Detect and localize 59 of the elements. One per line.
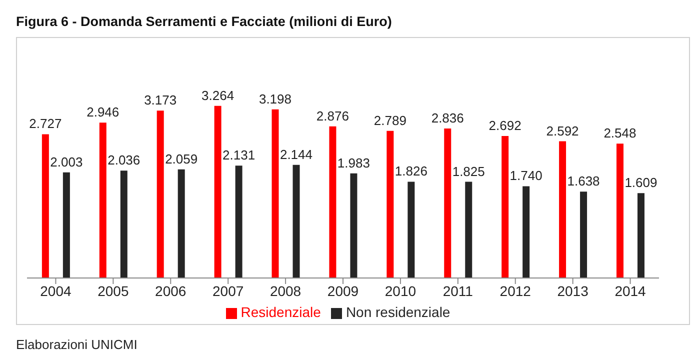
- data-label: 2.144: [280, 146, 313, 162]
- x-tick-label: 2014: [614, 282, 646, 299]
- bar: [99, 122, 106, 278]
- data-label: 2.876: [316, 108, 349, 124]
- bar: [292, 164, 300, 278]
- bar: [214, 106, 222, 278]
- data-label: 2.003: [50, 154, 83, 170]
- bar: [178, 169, 185, 278]
- data-label: 2.059: [165, 151, 198, 166]
- bar: [329, 126, 336, 278]
- data-label: 3.264: [202, 88, 234, 103]
- text: Elaborazioni UNICMI: [16, 337, 138, 352]
- bar: [616, 144, 624, 278]
- bar: [42, 134, 49, 278]
- bar: [62, 172, 70, 278]
- bar: [465, 182, 472, 278]
- data-label: 2.836: [431, 110, 464, 126]
- data-label: 2.727: [29, 116, 62, 132]
- data-label: 2.789: [374, 112, 406, 128]
- bar: [580, 192, 588, 278]
- data-label: 2.692: [488, 118, 522, 134]
- bar: [502, 136, 509, 278]
- data-label: 1.826: [394, 164, 428, 179]
- data-label: 1.825: [452, 164, 485, 179]
- chart-title: Figura 6 - Domanda Serramenti e Facciate (milioni di Euro): [16, 14, 392, 29]
- legend-label: Non residenziale: [346, 304, 450, 320]
- data-label: 3.173: [144, 92, 177, 108]
- bar: [559, 141, 566, 278]
- legend-label: Residenziale: [240, 304, 321, 320]
- data-label: 2.036: [108, 152, 140, 168]
- data-label: 2.548: [604, 126, 636, 141]
- x-tick-label: 2005: [98, 282, 129, 299]
- x-tick-label: 2011: [442, 282, 474, 299]
- data-label: 2.131: [222, 148, 256, 163]
- x-tick-label: 2013: [557, 282, 589, 299]
- bar: [272, 109, 279, 278]
- x-tick-label: 2006: [155, 282, 186, 299]
- x-tick-label: 2009: [327, 282, 359, 299]
- bar: [408, 182, 415, 278]
- bar: [444, 128, 452, 278]
- x-tick-label: 2012: [500, 282, 532, 299]
- data-label: 1.638: [567, 174, 600, 189]
- bar: [156, 110, 164, 278]
- data-label: 2.946: [86, 104, 120, 120]
- bar: [120, 170, 128, 278]
- bar: [386, 130, 394, 278]
- x-tick-label: 2004: [40, 282, 72, 299]
- data-label: 2.592: [546, 123, 579, 138]
- bar: [522, 186, 530, 278]
- bar: [637, 193, 644, 278]
- data-label: 3.198: [258, 91, 292, 106]
- bar: [350, 173, 358, 278]
- bar: [235, 166, 242, 278]
- x-tick-label: 2008: [270, 282, 302, 299]
- data-label: 1.740: [510, 168, 542, 184]
- data-label: 1.609: [624, 175, 658, 190]
- x-tick-label: 2010: [384, 282, 416, 299]
- x-tick-label: 2007: [212, 282, 244, 299]
- data-label: 1.983: [337, 155, 370, 170]
